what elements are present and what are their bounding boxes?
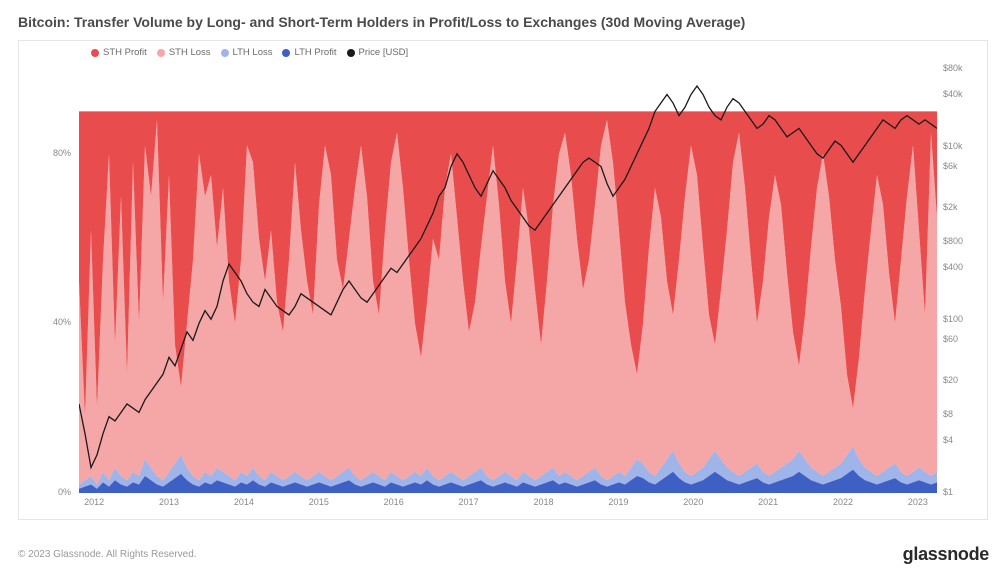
y-right-tick: $2k [943,202,958,212]
chart-svg [79,69,937,493]
legend-swatch [221,49,229,57]
legend-item: LTH Loss [221,47,273,58]
x-tick: 2023 [908,497,928,507]
brand-logo: glassnode [903,544,989,565]
legend-swatch [91,49,99,57]
y-right-tick: $800 [943,236,963,246]
x-tick: 2014 [234,497,254,507]
x-tick: 2020 [683,497,703,507]
plot-area [79,69,937,493]
x-tick: 2019 [608,497,628,507]
copyright: © 2023 Glassnode. All Rights Reserved. [18,549,197,560]
x-tick: 2018 [533,497,553,507]
legend-label: LTH Profit [294,47,336,58]
chart-container: STH Profit STH Loss LTH Loss LTH Profit Pric… [18,40,988,520]
legend-swatch [282,49,290,57]
legend-swatch [157,49,165,57]
x-tick: 2021 [758,497,778,507]
legend-item: LTH Profit [282,47,336,58]
legend-label: STH Profit [103,47,147,58]
x-tick: 2012 [84,497,104,507]
footer: © 2023 Glassnode. All Rights Reserved. g… [18,544,989,565]
y-right-tick: $6k [943,161,958,171]
y-right-tick: $4 [943,435,953,445]
legend-label: LTH Loss [233,47,273,58]
y-right-tick: $40k [943,89,963,99]
y-left-tick: 80% [53,148,71,158]
y-right-tick: $8 [943,409,953,419]
y-left-tick: 0% [58,487,71,497]
y-right-tick: $100 [943,314,963,324]
x-tick: 2013 [159,497,179,507]
chart-title: Bitcoin: Transfer Volume by Long- and Sh… [18,14,989,30]
y-right-tick: $400 [943,262,963,272]
legend-label: STH Loss [169,47,211,58]
x-tick: 2016 [384,497,404,507]
y-right-tick: $20 [943,375,958,385]
x-tick: 2015 [309,497,329,507]
legend-label: Price [USD] [359,47,409,58]
x-tick: 2022 [833,497,853,507]
y-right-tick: $10k [943,141,963,151]
legend-swatch [347,49,355,57]
legend-item: Price [USD] [347,47,409,58]
legend: STH Profit STH Loss LTH Loss LTH Profit Pric… [91,47,408,58]
legend-item: STH Profit [91,47,147,58]
x-tick: 2017 [459,497,479,507]
y-right-tick: $80k [943,63,963,73]
y-left-tick: 40% [53,317,71,327]
y-right-tick: $1 [943,487,953,497]
legend-item: STH Loss [157,47,211,58]
y-right-tick: $60 [943,334,958,344]
